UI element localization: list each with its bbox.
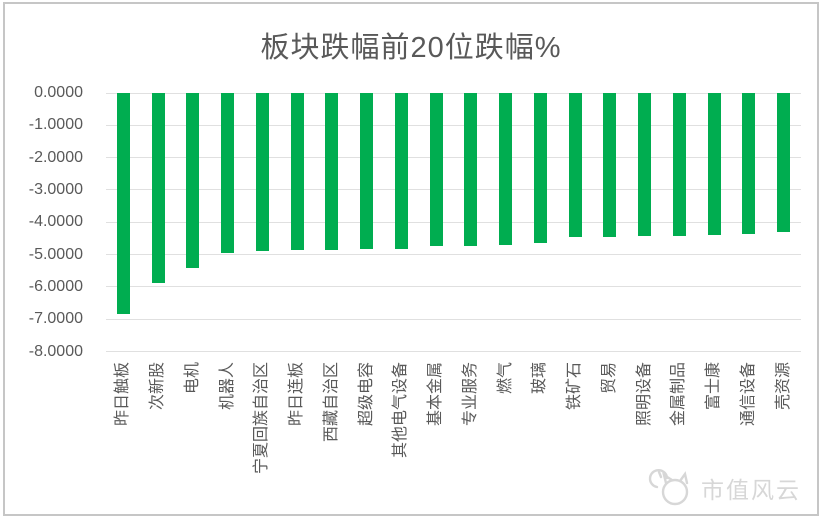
bar bbox=[499, 93, 513, 245]
gridline bbox=[106, 286, 801, 288]
x-axis-category-text: 铁矿石 bbox=[566, 362, 584, 411]
chart-title: 板块跌幅前20位跌幅% bbox=[260, 32, 562, 64]
gridline bbox=[106, 124, 801, 126]
bar bbox=[568, 93, 582, 238]
watermark: 市值风云 bbox=[647, 468, 801, 508]
x-axis-category-text: 通信设备 bbox=[739, 362, 757, 427]
x-axis-category-text: 昨日连板 bbox=[288, 362, 306, 427]
gridline bbox=[106, 254, 801, 256]
bar bbox=[151, 93, 165, 283]
x-axis-category-text: 专业服务 bbox=[461, 362, 479, 427]
y-axis-tick-label: -2.0000 bbox=[28, 148, 83, 166]
gridline bbox=[106, 221, 801, 223]
bar bbox=[777, 93, 791, 232]
x-axis-category-text: 电机 bbox=[183, 362, 201, 395]
bar bbox=[255, 93, 269, 251]
x-axis-category-text: 机器人 bbox=[218, 362, 236, 411]
y-axis-tick-label: -4.0000 bbox=[28, 213, 83, 231]
x-axis-category-text: 贸易 bbox=[600, 362, 618, 395]
bar bbox=[429, 93, 443, 247]
bar bbox=[290, 93, 304, 251]
x-axis-category-text: 基本金属 bbox=[427, 362, 445, 427]
x-axis-category-text: 金属制品 bbox=[670, 362, 688, 427]
gridline bbox=[106, 189, 801, 191]
bar bbox=[221, 93, 235, 254]
bar bbox=[360, 93, 374, 250]
x-axis-category-text: 其他电气设备 bbox=[392, 362, 410, 459]
bar bbox=[325, 93, 339, 250]
x-axis-category-text: 超级电容 bbox=[357, 362, 375, 427]
bar bbox=[672, 93, 686, 236]
cat-face-logo-icon bbox=[648, 468, 689, 506]
y-axis-tick-label: -7.0000 bbox=[28, 310, 83, 328]
y-axis-tick-label: -3.0000 bbox=[28, 180, 83, 198]
x-axis-category-text: 宁夏回族自治区 bbox=[253, 362, 271, 475]
bar bbox=[742, 93, 756, 234]
x-axis-category-text: 照明设备 bbox=[635, 362, 653, 427]
y-axis-tick-label: -1.0000 bbox=[28, 116, 83, 134]
y-axis-tick-label: -6.0000 bbox=[28, 277, 83, 295]
x-axis-category-text: 次新股 bbox=[149, 362, 167, 411]
x-axis-category-text: 昨日触板 bbox=[114, 362, 132, 427]
y-axis-tick-label: 0.0000 bbox=[34, 84, 83, 101]
x-axis-category-text: 玻璃 bbox=[531, 362, 549, 395]
bar bbox=[603, 93, 617, 237]
bar bbox=[707, 93, 721, 236]
bar bbox=[638, 93, 652, 237]
gridline bbox=[106, 318, 801, 320]
gridline bbox=[106, 351, 801, 353]
bar bbox=[464, 93, 478, 246]
bar bbox=[186, 93, 200, 268]
bar bbox=[116, 93, 130, 314]
watermark-text: 市值风云 bbox=[701, 477, 801, 503]
x-axis-category-text: 壳资源 bbox=[774, 362, 792, 411]
gridline bbox=[106, 92, 801, 94]
bar bbox=[533, 93, 547, 244]
x-axis-category-text: 燃气 bbox=[496, 362, 514, 395]
x-axis-category-text: 西藏自治区 bbox=[322, 362, 340, 443]
chart-frame: 板块跌幅前20位跌幅% 0.0000 -1.0000 -2.0000 -3.0000 -… bbox=[3, 2, 819, 516]
y-axis-tick-label: -8.0000 bbox=[28, 342, 83, 360]
y-axis-tick-label: -5.0000 bbox=[28, 245, 83, 263]
gridline bbox=[106, 157, 801, 159]
bar bbox=[394, 93, 408, 249]
x-axis-category-text: 富士康 bbox=[705, 362, 723, 411]
